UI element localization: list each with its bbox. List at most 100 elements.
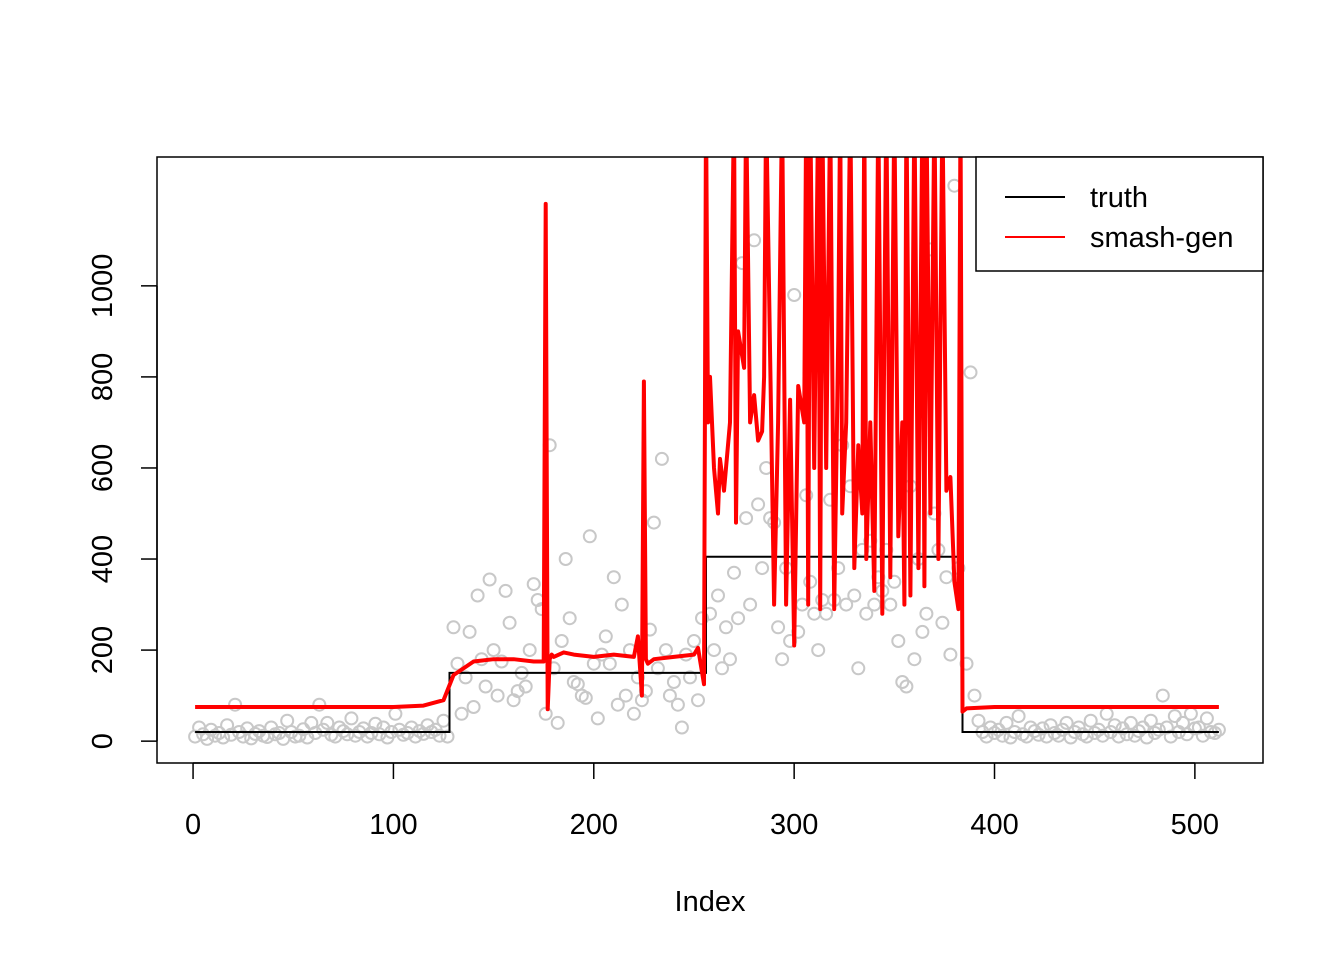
observation-point — [1035, 721, 1050, 736]
observation-point — [847, 588, 862, 603]
observation-point — [344, 711, 359, 726]
observation-point — [1059, 715, 1074, 730]
observation-point — [432, 728, 447, 743]
legend-box — [975, 156, 1264, 272]
observation-point — [719, 620, 733, 635]
observation-point — [999, 715, 1014, 730]
observation-point — [578, 690, 593, 705]
observation-point — [851, 661, 866, 676]
x-tick-label: 400 — [970, 809, 1018, 841]
x-tick-label: 100 — [369, 809, 417, 841]
observation-point — [454, 706, 469, 721]
observation-point — [486, 643, 501, 658]
observation-point — [598, 629, 613, 644]
observation-point — [450, 656, 465, 671]
observation-point — [1211, 722, 1226, 737]
observation-point — [440, 729, 455, 744]
observation-point — [558, 552, 573, 566]
observation-point — [614, 597, 629, 612]
observation-point — [967, 688, 982, 703]
observation-point — [727, 565, 741, 580]
observation-point — [1079, 729, 1094, 744]
observation-point — [907, 652, 922, 667]
observation-point — [518, 679, 533, 694]
observation-point — [963, 365, 978, 380]
observation-point — [526, 577, 541, 592]
observation-point — [618, 688, 633, 703]
x-tick-label: 500 — [1171, 809, 1219, 841]
observation-point — [562, 611, 577, 626]
y-tick-label: 200 — [87, 626, 119, 674]
observation-point — [466, 700, 481, 714]
observation-point — [1167, 709, 1182, 724]
observation-point — [899, 679, 914, 694]
observation-point — [775, 652, 790, 667]
x-axis-title: Index — [675, 886, 746, 918]
observation-point — [416, 726, 431, 741]
observation-point — [1071, 720, 1086, 735]
observation-point — [915, 624, 930, 639]
observation-point — [482, 572, 497, 587]
observation-point — [1095, 728, 1110, 743]
observation-point — [715, 661, 729, 676]
observation-point — [755, 561, 770, 576]
observation-point — [687, 634, 701, 648]
observation-point — [666, 675, 681, 689]
observation-point — [819, 606, 834, 621]
observation-point — [228, 697, 243, 712]
x-axis: 0 100 200 300 400 500 — [185, 762, 1219, 841]
y-axis: 0 200 400 600 800 1000 — [87, 254, 158, 749]
y-tick-label: 800 — [87, 353, 119, 401]
observation-point — [1151, 722, 1166, 737]
observation-point — [1111, 729, 1126, 744]
observation-point — [320, 715, 335, 730]
legend: truth smash-gen — [975, 156, 1264, 272]
observation-point — [723, 652, 737, 667]
observation-point — [887, 574, 902, 589]
y-tick-label: 400 — [87, 535, 119, 583]
observation-point — [1143, 713, 1158, 728]
y-tick-label: 1000 — [87, 254, 119, 319]
observation-point — [502, 615, 517, 630]
x-tick-label: 300 — [770, 809, 818, 841]
observation-point — [743, 597, 758, 612]
observation-point — [650, 661, 665, 676]
observation-point — [695, 611, 709, 626]
observation-point — [458, 670, 473, 685]
y-tick-label: 600 — [87, 444, 119, 492]
smash-gen-line — [195, 157, 1219, 714]
observation-point — [462, 624, 477, 639]
observation-point — [811, 643, 826, 658]
observation-point — [550, 715, 565, 730]
observation-point — [919, 606, 934, 621]
observation-point — [1083, 713, 1098, 728]
observation-point — [731, 611, 746, 626]
observation-point — [478, 679, 493, 694]
observation-point — [1191, 720, 1206, 735]
observation-point — [490, 688, 505, 703]
observation-point — [1155, 688, 1170, 703]
observation-point — [787, 288, 802, 302]
observation-point — [891, 634, 906, 648]
x-tick-label: 200 — [570, 809, 618, 841]
observation-point — [995, 728, 1010, 743]
observation-point — [654, 451, 669, 466]
observation-point — [771, 620, 786, 635]
observation-point — [602, 656, 617, 671]
observation-point — [590, 711, 605, 726]
observation-point — [610, 697, 625, 712]
legend-label-truth: truth — [1090, 182, 1148, 214]
observation-point — [522, 643, 537, 658]
observation-point — [674, 720, 689, 735]
observation-point — [751, 497, 766, 512]
observation-point — [707, 643, 721, 658]
observation-point — [662, 688, 677, 703]
observation-point — [494, 654, 509, 669]
observation-point — [943, 647, 958, 662]
observation-point — [739, 511, 754, 526]
observation-point — [626, 706, 641, 721]
observation-point — [683, 670, 697, 685]
observation-point — [312, 697, 327, 712]
